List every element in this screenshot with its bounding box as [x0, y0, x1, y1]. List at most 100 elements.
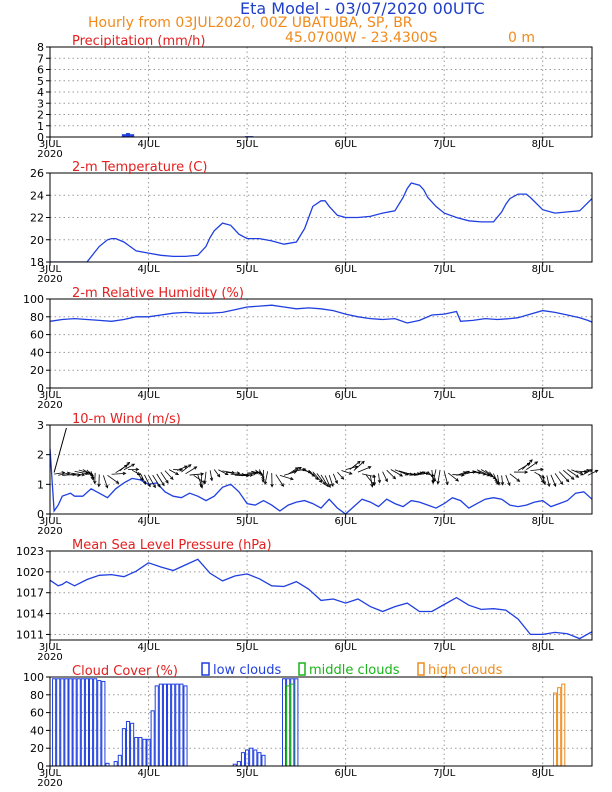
- wind-arrowhead: [261, 479, 265, 483]
- y-tick-label: 1020: [16, 566, 44, 579]
- wind-arrowhead: [165, 479, 169, 484]
- wind-arrowhead: [91, 476, 95, 481]
- y-tick-label: 20: [30, 234, 44, 247]
- x-tick-label: 7JUL: [433, 516, 456, 527]
- low-clouds-bar: [171, 683, 176, 767]
- low-clouds-bar: [240, 752, 246, 767]
- wind-arrow: [353, 461, 365, 471]
- low-clouds-bar: [162, 683, 168, 767]
- y-tick-label: 6: [37, 64, 44, 77]
- low-clouds-bar: [97, 680, 102, 767]
- wind-arrowhead: [399, 473, 404, 477]
- wind-arrowhead: [327, 484, 331, 489]
- wind-arrowhead: [88, 471, 93, 475]
- wind-arrow: [312, 471, 323, 483]
- x-tick-label: 8JUL: [532, 390, 555, 401]
- y-tick-label: 24: [30, 189, 44, 202]
- wind-arrow: [550, 474, 557, 487]
- wind-arrow: [328, 474, 334, 487]
- low-clouds-bar: [101, 680, 106, 767]
- wind-arrow: [587, 469, 598, 476]
- y-tick-label: 100: [23, 293, 44, 306]
- wind-arrow: [135, 471, 143, 481]
- x-tick-label: 3JUL: [39, 768, 62, 779]
- wind-arrowhead: [66, 471, 71, 476]
- wind-arrowhead: [580, 472, 584, 476]
- low-clouds-bar: [72, 678, 77, 767]
- y-tick-label: 40: [30, 724, 44, 737]
- low-clouds-bar: [125, 721, 131, 767]
- wind-arrow: [82, 469, 94, 476]
- wind-arrowhead: [203, 480, 207, 485]
- wind-arrowhead: [261, 476, 265, 481]
- wind-arrowhead: [318, 479, 323, 483]
- wind-arrowhead: [224, 471, 229, 476]
- wind-arrowhead: [372, 474, 377, 478]
- panel-5: 1011 1014 1017 1020 1023 3JUL2020 4JUL 5JUL 6JUL…: [16, 538, 593, 663]
- y-tick-label: 1011: [16, 628, 44, 641]
- wind-arrowhead: [361, 460, 365, 465]
- x-tick-sublabel: 2020: [37, 274, 62, 285]
- wind-arrowhead: [357, 460, 361, 465]
- wind-arrowhead: [202, 480, 207, 484]
- precip-bar: [121, 134, 126, 137]
- low-clouds-bar: [167, 683, 172, 767]
- wind-arrowhead: [161, 482, 165, 487]
- series-line: [50, 304, 592, 324]
- wind-arrowhead: [497, 481, 501, 486]
- wind-arrowhead: [193, 466, 198, 470]
- x-tick-label: 6JUL: [335, 768, 358, 779]
- wind-arrow: [538, 473, 544, 483]
- wind-arrow: [579, 469, 590, 474]
- wind-arrowhead: [93, 480, 97, 485]
- x-tick-label: 5JUL: [236, 642, 259, 653]
- wind-arrow: [432, 469, 437, 484]
- wind-arrow: [509, 473, 520, 482]
- wind-arrow: [349, 461, 361, 470]
- wind-arrow: [332, 473, 338, 484]
- wind-arrow: [497, 474, 500, 485]
- low-clouds-bar: [179, 683, 184, 767]
- wind-arrowhead: [455, 478, 460, 482]
- x-tick-label: 4JUL: [137, 642, 160, 653]
- wind-arrowhead: [81, 472, 86, 477]
- chart-title: Eta Model - 03/07/2020 00UTC: [240, 0, 485, 18]
- wind-arrow: [542, 475, 546, 485]
- y-tick-label: 4: [37, 86, 44, 99]
- wind-arrow: [189, 473, 204, 476]
- x-tick-label: 4JUL: [137, 264, 160, 275]
- location-coordinates: 45.0700W - 23.4300S: [285, 30, 438, 46]
- y-tick-label: 0: [37, 131, 44, 144]
- low-clouds-bar: [80, 678, 85, 767]
- low-clouds-bar: [150, 710, 155, 767]
- wind-arrowhead: [594, 469, 599, 474]
- series-line: [50, 448, 592, 514]
- wind-arrowhead: [529, 459, 533, 463]
- wind-arrowhead: [392, 475, 397, 480]
- x-tick-label: 7JUL: [433, 264, 456, 275]
- x-tick-label: 5JUL: [236, 516, 259, 527]
- x-tick-label: 4JUL: [137, 139, 160, 150]
- y-tick-label: 60: [30, 707, 44, 720]
- x-tick-label: 5JUL: [236, 768, 259, 779]
- wind-arrow: [144, 474, 151, 487]
- wind-arrow: [226, 472, 240, 474]
- x-tick-label: 6JUL: [335, 264, 358, 275]
- wind-arrow: [427, 471, 436, 481]
- x-tick-label: 8JUL: [532, 768, 555, 779]
- x-tick-label: 5JUL: [236, 139, 259, 150]
- wind-arrow: [152, 474, 161, 488]
- x-tick-label: 8JUL: [532, 139, 555, 150]
- wind-arrow: [111, 472, 126, 475]
- y-tick-label: 18: [30, 256, 44, 269]
- low-clouds-bar: [121, 728, 126, 767]
- series-line: [50, 182, 592, 262]
- x-tick-label: 7JUL: [433, 390, 456, 401]
- wind-arrow: [437, 469, 441, 484]
- x-tick-label: 3JUL: [39, 139, 62, 150]
- wind-arrow: [476, 469, 490, 477]
- wind-arrow: [448, 472, 459, 482]
- middle-clouds-label: middle clouds: [309, 663, 400, 678]
- wind-arrow: [148, 475, 156, 488]
- wind-arrow: [411, 472, 423, 476]
